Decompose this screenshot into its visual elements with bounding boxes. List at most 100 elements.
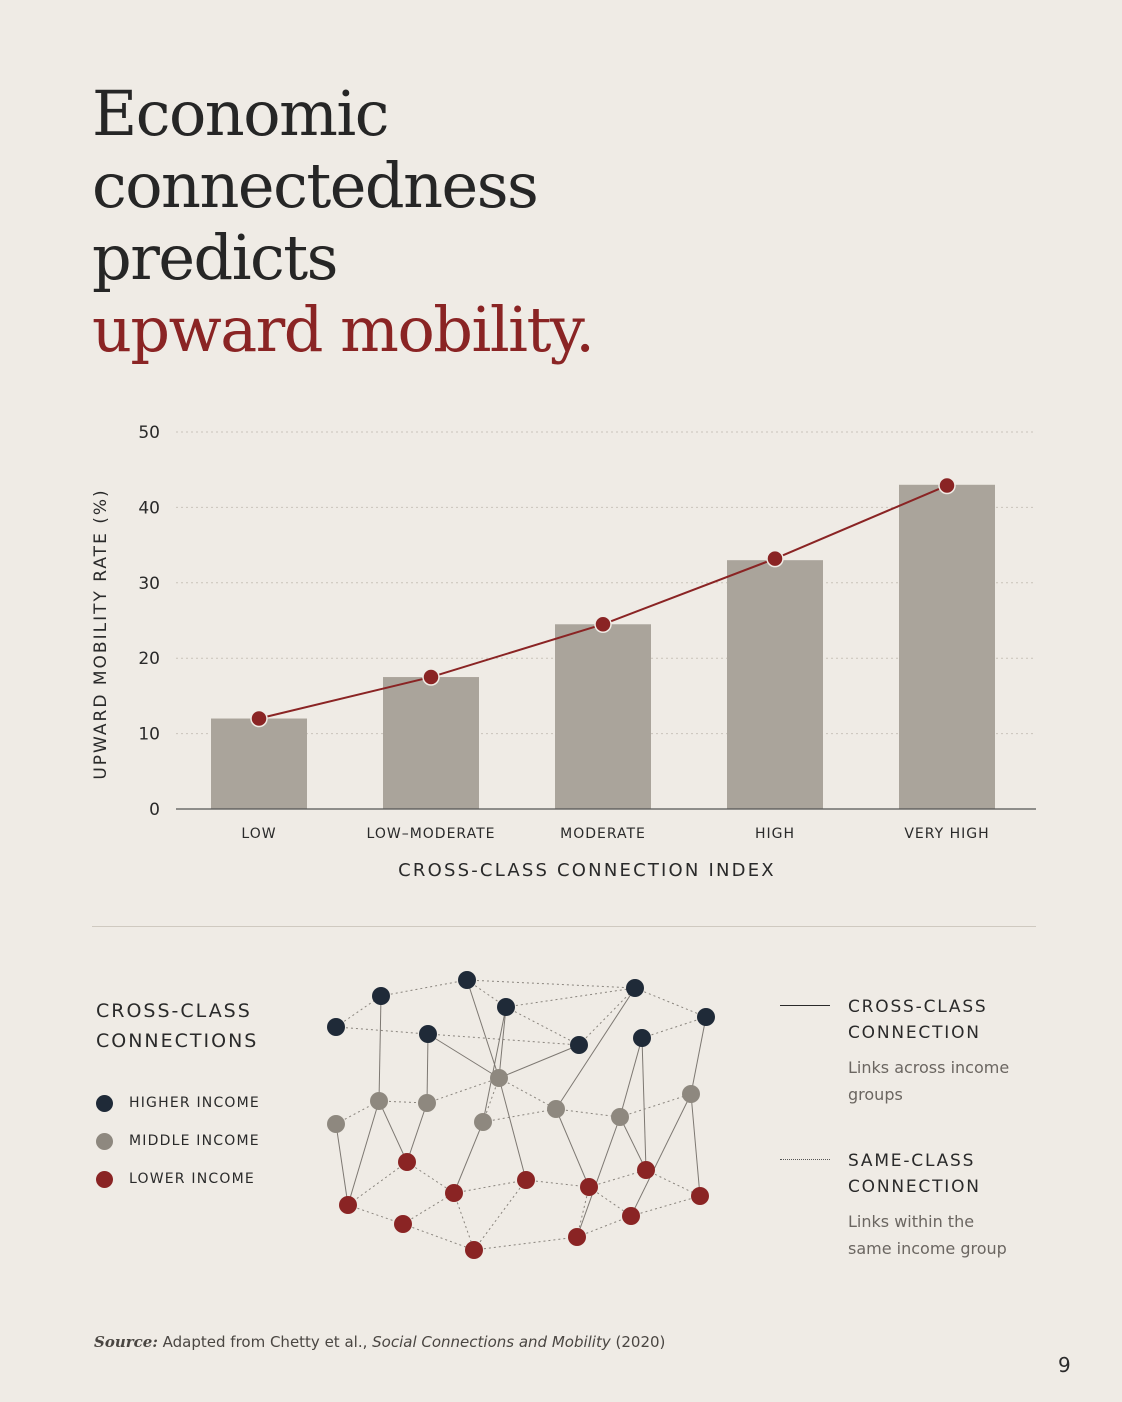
cross-class-legend: CROSS-CLASS CONNECTION Links across inco… xyxy=(780,994,1080,1108)
cross-class-link xyxy=(453,1121,484,1194)
legend-item-lower-income: LOWER INCOME xyxy=(96,1160,260,1198)
cross-class-link xyxy=(466,979,500,1079)
legend-item-middle-income: MIDDLE INCOME xyxy=(96,1122,260,1160)
bar xyxy=(383,677,479,809)
middle-income-dot xyxy=(96,1132,113,1150)
lower-income-node xyxy=(691,1187,709,1205)
bar xyxy=(211,718,307,809)
cross-class-link xyxy=(427,1033,500,1079)
same-class-link xyxy=(525,1179,590,1188)
cross-class-link xyxy=(378,1100,408,1163)
mobility-chart: 0 10 20 30 40 50 LOW LOW–MODERATE MODERATE HIGH VE… xyxy=(91,423,1036,881)
higher-income-node xyxy=(697,1008,715,1026)
same-class-link xyxy=(619,1093,692,1118)
higher-income-node xyxy=(419,1025,437,1043)
higher-income-node xyxy=(458,971,476,989)
bar xyxy=(727,560,823,809)
same-class-link xyxy=(466,979,636,989)
x-axis-title: CROSS-CLASS CONNECTION INDEX xyxy=(398,860,776,881)
middle-income-node xyxy=(547,1100,565,1118)
x-tick-label: LOW–MODERATE xyxy=(367,826,496,842)
page-title: Economic connectedness predicts upward m… xyxy=(92,77,595,366)
same-class-link xyxy=(505,1006,580,1046)
lower-income-node xyxy=(339,1196,357,1214)
same-class-link xyxy=(498,1077,557,1110)
same-class-desc: Links within the same income group xyxy=(848,1212,1007,1258)
same-class-link xyxy=(473,1179,527,1251)
cross-class-link xyxy=(555,1108,590,1188)
y-tick-label: 50 xyxy=(138,423,160,443)
bar xyxy=(555,624,651,809)
section-divider xyxy=(92,926,1036,927)
connection-legend: CROSS-CLASS CONNECTION Links across inco… xyxy=(780,994,1080,1302)
middle-income-node xyxy=(370,1092,388,1110)
legend-title: CROSS-CLASS CONNECTIONS xyxy=(96,1000,259,1052)
trend-point xyxy=(250,709,268,728)
y-tick-label: 40 xyxy=(138,498,160,518)
y-tick-label: 20 xyxy=(138,649,160,669)
higher-income-node xyxy=(570,1036,588,1054)
y-tick-label: 10 xyxy=(138,725,160,745)
higher-income-dot xyxy=(96,1094,113,1112)
same-class-link xyxy=(588,1186,632,1217)
cross-class-link xyxy=(690,1016,707,1095)
same-class-link xyxy=(576,1186,590,1238)
source-note: Source: Adapted from Chetty et al., Soci… xyxy=(94,1333,665,1351)
dotted-line-swatch xyxy=(780,1159,830,1160)
source-work: Social Connections and Mobility xyxy=(372,1333,611,1351)
source-label: Source: xyxy=(94,1333,158,1351)
same-class-title: SAME-CLASS CONNECTION xyxy=(848,1151,981,1197)
same-class-link xyxy=(453,1179,527,1194)
same-class-link xyxy=(426,1077,500,1104)
same-class-link xyxy=(402,1223,475,1251)
lower-income-node xyxy=(580,1178,598,1196)
lower-income-node xyxy=(465,1241,483,1259)
trend-point xyxy=(766,549,784,568)
cross-class-link xyxy=(482,1006,507,1123)
cross-class-desc: Links across income groups xyxy=(848,1058,1010,1104)
cross-class-link xyxy=(619,1116,647,1171)
source-text: Adapted from Chetty et al., xyxy=(162,1333,368,1351)
same-class-link xyxy=(505,987,636,1008)
lower-income-node xyxy=(622,1207,640,1225)
same-class-link xyxy=(427,1033,580,1046)
network-diagram xyxy=(327,971,715,1259)
lower-income-node xyxy=(394,1215,412,1233)
middle-income-node xyxy=(490,1069,508,1087)
same-class-link xyxy=(634,987,707,1018)
same-class-legend: SAME-CLASS CONNECTION Links within the s… xyxy=(780,1148,1080,1262)
lower-income-node xyxy=(398,1153,416,1171)
y-tick-label: 0 xyxy=(149,800,160,820)
cross-class-link xyxy=(347,1100,380,1206)
source-year: (2020) xyxy=(615,1333,666,1351)
title-line-2: connectedness xyxy=(92,149,539,222)
middle-income-node xyxy=(418,1094,436,1112)
title-accent: upward mobility. xyxy=(92,293,595,366)
y-tick-label: 30 xyxy=(138,574,160,594)
same-class-link xyxy=(380,979,468,997)
trend-point xyxy=(422,668,440,686)
cross-class-title: CROSS-CLASS CONNECTION xyxy=(848,997,988,1043)
cross-class-link xyxy=(630,1093,692,1217)
title-line-3: predicts xyxy=(92,221,339,294)
trend-point xyxy=(594,615,612,634)
income-legend: CROSS-CLASS CONNECTIONS HIGHER INCOME MI… xyxy=(96,996,260,1198)
cross-class-link xyxy=(335,1123,349,1206)
lower-income-node xyxy=(517,1171,535,1189)
higher-income-node xyxy=(327,1018,345,1036)
x-tick-label: LOW xyxy=(241,826,276,842)
lower-income-dot xyxy=(96,1170,113,1188)
same-class-link xyxy=(347,1161,408,1206)
higher-income-node xyxy=(372,987,390,1005)
x-tick-label: VERY HIGH xyxy=(904,826,989,842)
same-class-link xyxy=(335,995,382,1028)
x-tick-label: HIGH xyxy=(755,826,795,842)
middle-income-node xyxy=(327,1115,345,1133)
cross-class-link xyxy=(619,1037,643,1118)
middle-income-node xyxy=(611,1108,629,1126)
title-line-1: Economic xyxy=(92,77,389,150)
same-class-link xyxy=(406,1161,455,1194)
trend-point xyxy=(938,476,956,495)
cross-class-link xyxy=(690,1093,701,1197)
same-class-link xyxy=(630,1195,701,1217)
